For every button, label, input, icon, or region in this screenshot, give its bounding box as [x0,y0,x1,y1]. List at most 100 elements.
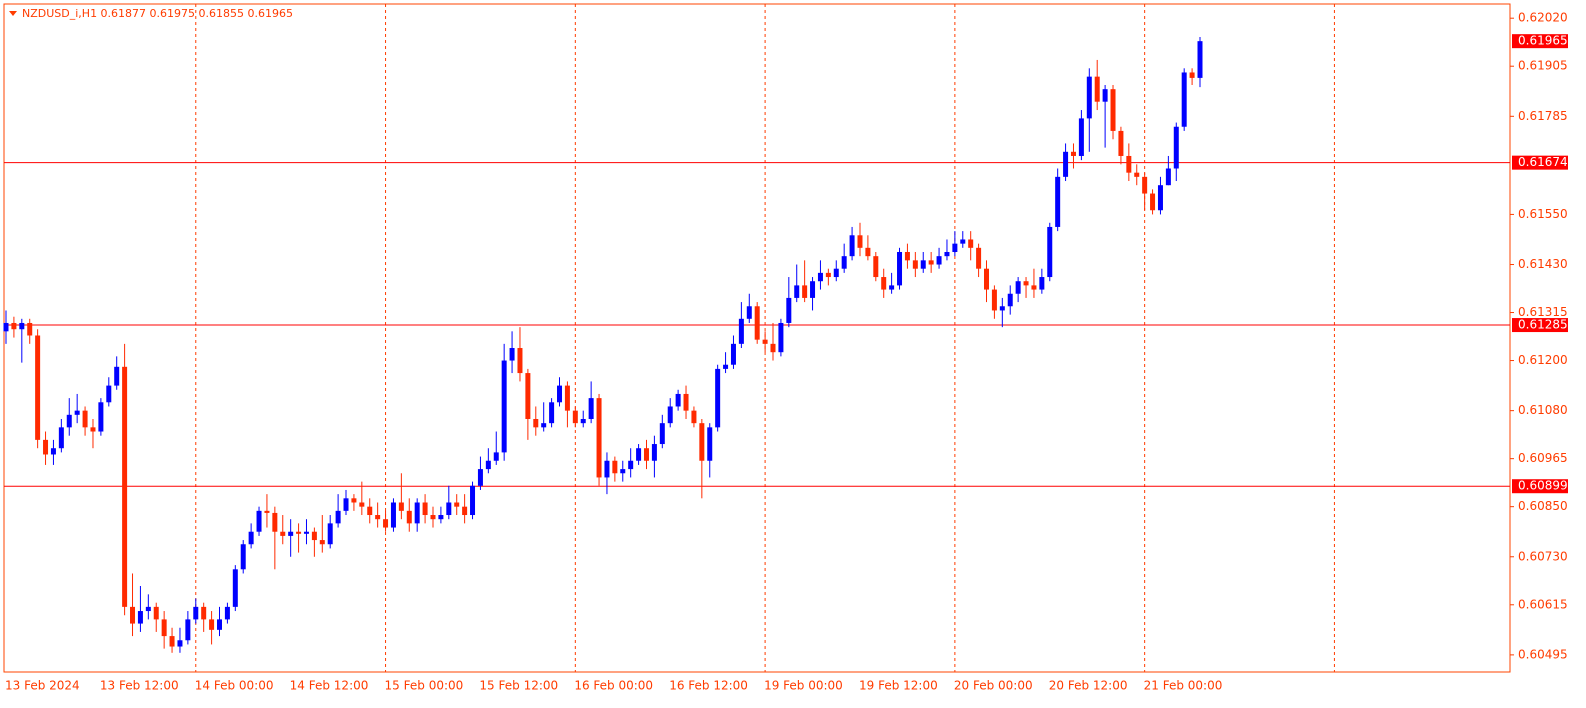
candle-body [493,452,499,461]
candle-body [1063,151,1069,177]
candle-body [446,502,452,516]
candle-body [114,366,120,386]
candle-body [794,285,800,298]
candle-body [359,502,365,507]
candle-body [185,619,191,641]
current-price-box [1512,34,1568,49]
x-tick-label: 21 Feb 00:00 [1144,679,1223,693]
candle-body [659,423,665,445]
x-tick-label: 13 Feb 2024 [5,679,80,693]
candle-body [564,385,570,411]
x-tick-label: 16 Feb 00:00 [574,679,653,693]
x-tick-label: 19 Feb 00:00 [764,679,843,693]
candle-body [169,636,175,647]
candle-body [912,260,918,269]
candle-body [137,611,143,624]
candle-body [817,272,823,282]
candle-body [248,531,254,545]
candle-body [224,606,230,620]
y-tick-label: 0.61430 [1518,257,1568,271]
level-box [1512,155,1568,170]
candle-body [541,423,547,428]
candle-body [90,427,96,432]
candle-body [928,260,934,265]
candle-body [1142,176,1148,194]
candle-body [1039,277,1045,290]
x-tick-label: 13 Feb 12:00 [100,679,179,693]
y-tick-label: 0.61785 [1518,109,1568,123]
candle-body [1118,130,1124,156]
candle-body [881,277,887,290]
candle-body [738,318,744,344]
candle-body [889,285,895,290]
candle-body [557,385,563,403]
candle-body [849,235,855,257]
candle-body [612,460,618,474]
candle-body [327,523,333,545]
level-label: 0.61674 [1518,155,1568,169]
candle-body [572,410,578,424]
candle-body [216,619,222,630]
candle-body [549,402,555,424]
candle-body [984,268,990,290]
candle-body [311,531,317,541]
candle-body [1015,281,1021,294]
candle-body [390,502,396,528]
candle-body [580,418,586,424]
candle-body [1165,168,1171,186]
candle-body [691,410,697,424]
level-label: 0.61285 [1518,318,1568,332]
candle-body [264,510,270,513]
candle-body [35,335,41,440]
candle-body [841,256,847,269]
candle-body [976,247,982,269]
candle-body [1078,118,1084,156]
candle-body [280,531,286,536]
y-tick-label: 0.60850 [1518,499,1568,513]
candle-body [343,498,349,511]
candle-body [952,243,958,252]
candle-body [19,322,25,330]
candle-body [636,448,642,461]
candle-body [754,306,760,340]
candle-body [667,406,673,424]
candle-body [920,260,926,269]
x-tick-label: 16 Feb 12:00 [669,679,748,693]
candle-body [288,531,294,536]
candle-body [628,460,634,470]
candle-body [865,247,871,257]
candle-body [778,322,784,353]
candle-body [857,235,863,248]
candle-body [960,239,966,244]
candle-body [770,343,776,353]
candle-body [414,502,420,524]
candle-body [66,414,72,428]
candle-body [477,469,483,486]
x-tick-label: 20 Feb 00:00 [954,679,1033,693]
candle-body [122,366,128,607]
candle-body [786,297,792,323]
candle-body [1047,226,1053,278]
candle-body [968,239,974,248]
candle-body [296,531,302,534]
candle-body [303,531,309,534]
candle-body [1173,126,1179,169]
candle-body [1070,151,1076,156]
y-tick-label: 0.61200 [1518,353,1568,367]
candle-body [1094,76,1100,102]
candle-body [98,402,104,432]
candle-body [256,510,262,532]
candle-body [74,410,80,415]
candle-body [470,485,476,516]
candle-body [904,251,910,261]
x-tick-label: 14 Feb 12:00 [290,679,369,693]
x-tick-label: 15 Feb 00:00 [385,679,464,693]
level-label: 0.60899 [1518,479,1568,493]
y-tick-label: 0.61905 [1518,59,1568,73]
y-tick-label: 0.60615 [1518,597,1568,611]
candle-body [43,439,49,455]
title-arrow [9,11,17,16]
candle-body [715,368,721,428]
